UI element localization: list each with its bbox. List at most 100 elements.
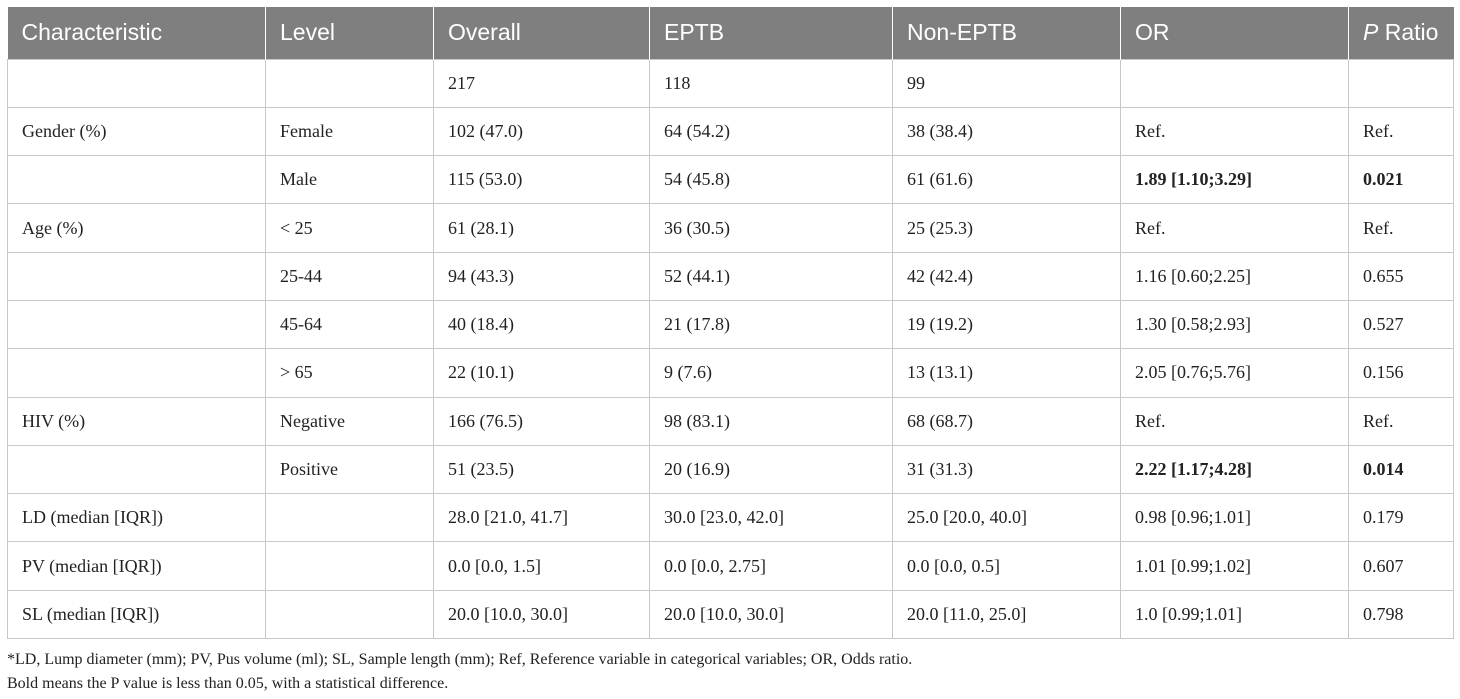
data-table: Characteristic Level Overall EPTB Non-EP… [7,7,1454,640]
cell-level: Female [265,106,434,157]
cell-eptb: 52 (44.1) [649,251,893,301]
header-or: OR [1120,7,1349,59]
header-row: Characteristic Level Overall EPTB Non-EP… [7,7,1454,59]
cell-non-eptb: 0.0 [0.0, 0.5] [892,541,1121,591]
cell-level: 25-44 [265,251,434,301]
cell-level: Negative [265,396,434,446]
cell-or: 2.22 [1.17;4.28] [1120,444,1349,495]
table-row: Gender (%) Female 102 (47.0) 64 (54.2) 3… [7,106,1454,157]
cell-p: 0.021 [1348,155,1454,205]
cell-eptb: 0.0 [0.0, 2.75] [649,541,893,591]
cell-or: 0.98 [0.96;1.01] [1120,493,1349,543]
header-eptb: EPTB [649,7,893,59]
cell-overall: 28.0 [21.0, 41.7] [433,493,650,543]
cell-characteristic [7,251,266,301]
cell-non-eptb: 68 (68.7) [892,396,1121,446]
table-row: Age (%) < 25 61 (28.1) 36 (30.5) 25 (25.… [7,203,1454,253]
cell-characteristic: HIV (%) [7,396,266,446]
footnote-abbreviations: *LD, Lump diameter (mm); PV, Pus volume … [7,651,913,668]
cell-or: 1.01 [0.99;1.02] [1120,541,1349,591]
cell-eptb: 21 (17.8) [649,299,893,350]
cell-non-eptb: 19 (19.2) [892,299,1121,350]
cell-or [1120,58,1349,108]
cell-characteristic: Age (%) [7,203,266,253]
cell-overall: 40 (18.4) [433,299,650,350]
table-row: PV (median [IQR]) 0.0 [0.0, 1.5] 0.0 [0.… [7,541,1454,591]
cell-characteristic: Gender (%) [7,106,266,157]
cell-level [265,589,434,640]
footnote-bold-meaning: Bold means the P value is less than 0.05… [7,675,449,692]
cell-or: 1.16 [0.60;2.25] [1120,251,1349,301]
cell-p: 0.527 [1348,299,1454,350]
cell-overall: 61 (28.1) [433,203,650,253]
cell-p: 0.607 [1348,541,1454,591]
cell-eptb: 20.0 [10.0, 30.0] [649,589,893,640]
cell-characteristic [7,155,266,205]
cell-eptb: 118 [649,58,893,108]
table-row: Male 115 (53.0) 54 (45.8) 61 (61.6) 1.89… [7,155,1454,205]
cell-p [1348,58,1454,108]
cell-p: Ref. [1348,106,1454,157]
cell-overall: 20.0 [10.0, 30.0] [433,589,650,640]
cell-level: < 25 [265,203,434,253]
cell-level [265,58,434,108]
cell-eptb: 30.0 [23.0, 42.0] [649,493,893,543]
cell-eptb: 54 (45.8) [649,155,893,205]
cell-non-eptb: 20.0 [11.0, 25.0] [892,589,1121,640]
cell-p: Ref. [1348,396,1454,446]
table-row: > 65 22 (10.1) 9 (7.6) 13 (13.1) 2.05 [0… [7,348,1454,398]
cell-eptb: 9 (7.6) [649,348,893,398]
cell-or: Ref. [1120,203,1349,253]
cell-level: Male [265,155,434,205]
table-row: HIV (%) Negative 166 (76.5) 98 (83.1) 68… [7,396,1454,446]
cell-overall: 166 (76.5) [433,396,650,446]
cell-non-eptb: 31 (31.3) [892,444,1121,495]
cell-level: > 65 [265,348,434,398]
table-row: 25-44 94 (43.3) 52 (44.1) 42 (42.4) 1.16… [7,251,1454,301]
cell-overall: 115 (53.0) [433,155,650,205]
cell-non-eptb: 38 (38.4) [892,106,1121,157]
header-characteristic: Characteristic [7,7,266,59]
cell-overall: 102 (47.0) [433,106,650,157]
cell-level: 45-64 [265,299,434,350]
header-overall: Overall [433,7,650,59]
data-table-container: Characteristic Level Overall EPTB Non-EP… [7,7,1454,640]
cell-characteristic: SL (median [IQR]) [7,589,266,640]
cell-p: 0.655 [1348,251,1454,301]
cell-characteristic: LD (median [IQR]) [7,493,266,543]
cell-characteristic [7,58,266,108]
cell-non-eptb: 13 (13.1) [892,348,1121,398]
table-row: LD (median [IQR]) 28.0 [21.0, 41.7] 30.0… [7,493,1454,543]
cell-characteristic [7,299,266,350]
cell-non-eptb: 42 (42.4) [892,251,1121,301]
table-row: 45-64 40 (18.4) 21 (17.8) 19 (19.2) 1.30… [7,299,1454,350]
table-row: Positive 51 (23.5) 20 (16.9) 31 (31.3) 2… [7,444,1454,495]
cell-or: 2.05 [0.76;5.76] [1120,348,1349,398]
cell-p: Ref. [1348,203,1454,253]
cell-or: 1.89 [1.10;3.29] [1120,155,1349,205]
header-p-ratio: P Ratio [1348,7,1454,59]
header-p-italic: P [1363,19,1379,46]
table-row: SL (median [IQR]) 20.0 [10.0, 30.0] 20.0… [7,589,1454,640]
cell-level [265,493,434,543]
cell-or: 1.0 [0.99;1.01] [1120,589,1349,640]
table-footnotes: *LD, Lump diameter (mm); PV, Pus volume … [7,648,912,696]
cell-p: 0.156 [1348,348,1454,398]
cell-overall: 22 (10.1) [433,348,650,398]
cell-level [265,541,434,591]
cell-characteristic [7,444,266,495]
cell-overall: 94 (43.3) [433,251,650,301]
cell-non-eptb: 61 (61.6) [892,155,1121,205]
cell-p: 0.179 [1348,493,1454,543]
header-ratio: Ratio [1384,19,1439,46]
cell-level: Positive [265,444,434,495]
cell-eptb: 36 (30.5) [649,203,893,253]
cell-non-eptb: 25 (25.3) [892,203,1121,253]
cell-or: 1.30 [0.58;2.93] [1120,299,1349,350]
header-non-eptb: Non-EPTB [892,7,1121,59]
cell-characteristic: PV (median [IQR]) [7,541,266,591]
cell-non-eptb: 25.0 [20.0, 40.0] [892,493,1121,543]
cell-overall: 217 [433,58,650,108]
cell-or: Ref. [1120,106,1349,157]
cell-non-eptb: 99 [892,58,1121,108]
